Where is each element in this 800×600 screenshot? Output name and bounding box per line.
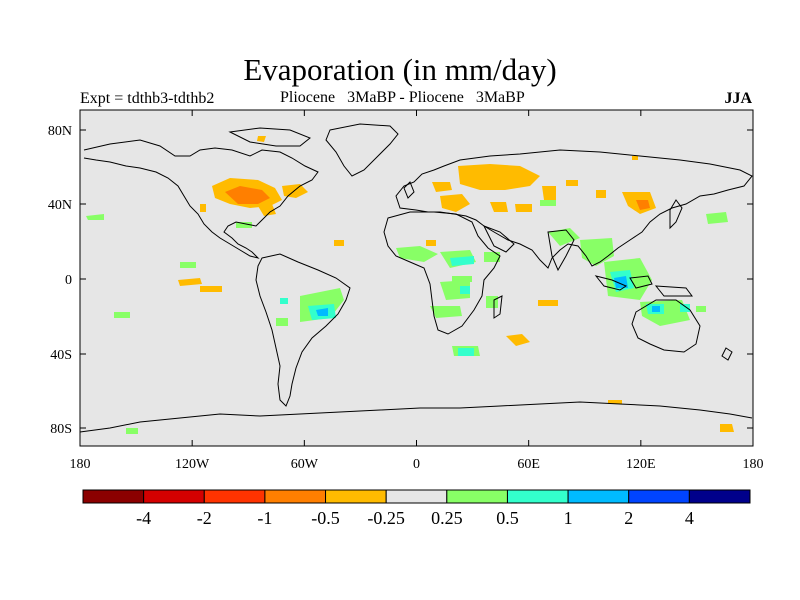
- coastlines: [79, 123, 753, 433]
- colorbar-label: -1: [257, 508, 272, 528]
- lat-tick-label: 40S: [50, 348, 72, 363]
- colorbar-label: 1: [564, 508, 573, 528]
- lon-tick-label: 0: [413, 457, 420, 472]
- colorbar-swatch: [264, 489, 327, 504]
- anomaly-patches: [86, 136, 734, 434]
- latitude-ticks: 80N 40N 0 40S 80S: [48, 124, 753, 437]
- season-label: JJA: [724, 90, 752, 107]
- colorbar-swatch: [506, 489, 569, 504]
- colorbar-swatch: [628, 489, 690, 504]
- period-label: Pliocene 3MaBP - Pliocene 3MaBP: [280, 89, 525, 106]
- colorbar-label: 4: [685, 508, 694, 528]
- colorbar-label: 2: [624, 508, 633, 528]
- lat-tick-label: 80N: [48, 124, 72, 139]
- lat-tick-label: 40N: [48, 198, 72, 213]
- longitude-ticks: 180 120W 60W 0 60E 120E 180: [70, 110, 764, 472]
- colorbar-swatch: [325, 489, 387, 504]
- lon-tick-label: 120W: [175, 457, 210, 472]
- lat-tick-label: 80S: [50, 422, 72, 437]
- colorbar-label: -4: [136, 508, 151, 528]
- colorbar-label: 0.5: [496, 508, 519, 528]
- colorbar-label: 0.25: [431, 508, 463, 528]
- lat-tick-label: 0: [65, 273, 72, 288]
- lon-tick-label: 60E: [517, 457, 540, 472]
- lon-tick-label: 180: [70, 457, 91, 472]
- colorbar-label: -0.25: [367, 508, 405, 528]
- lon-tick-label: 60W: [291, 457, 319, 472]
- map-background: [80, 110, 753, 446]
- colorbar-label: -0.5: [311, 508, 340, 528]
- lon-tick-label: 180: [743, 457, 764, 472]
- map-title: Evaporation (in mm/day): [243, 52, 557, 87]
- colorbar-swatch: [82, 489, 145, 504]
- colorbar: -4 -2 -1 -0.5 -0.25 0.25 0.5 1 2 4: [82, 489, 751, 528]
- colorbar-swatch: [446, 489, 508, 504]
- colorbar-swatch: [567, 489, 630, 504]
- colorbar-swatch: [143, 489, 205, 504]
- lon-tick-label: 120E: [626, 457, 656, 472]
- colorbar-swatch: [203, 489, 266, 504]
- experiment-label: Expt = tdthb3-tdthb2: [80, 90, 215, 107]
- colorbar-swatch: [688, 489, 751, 504]
- colorbar-label: -2: [197, 508, 212, 528]
- colorbar-swatch: [385, 489, 448, 504]
